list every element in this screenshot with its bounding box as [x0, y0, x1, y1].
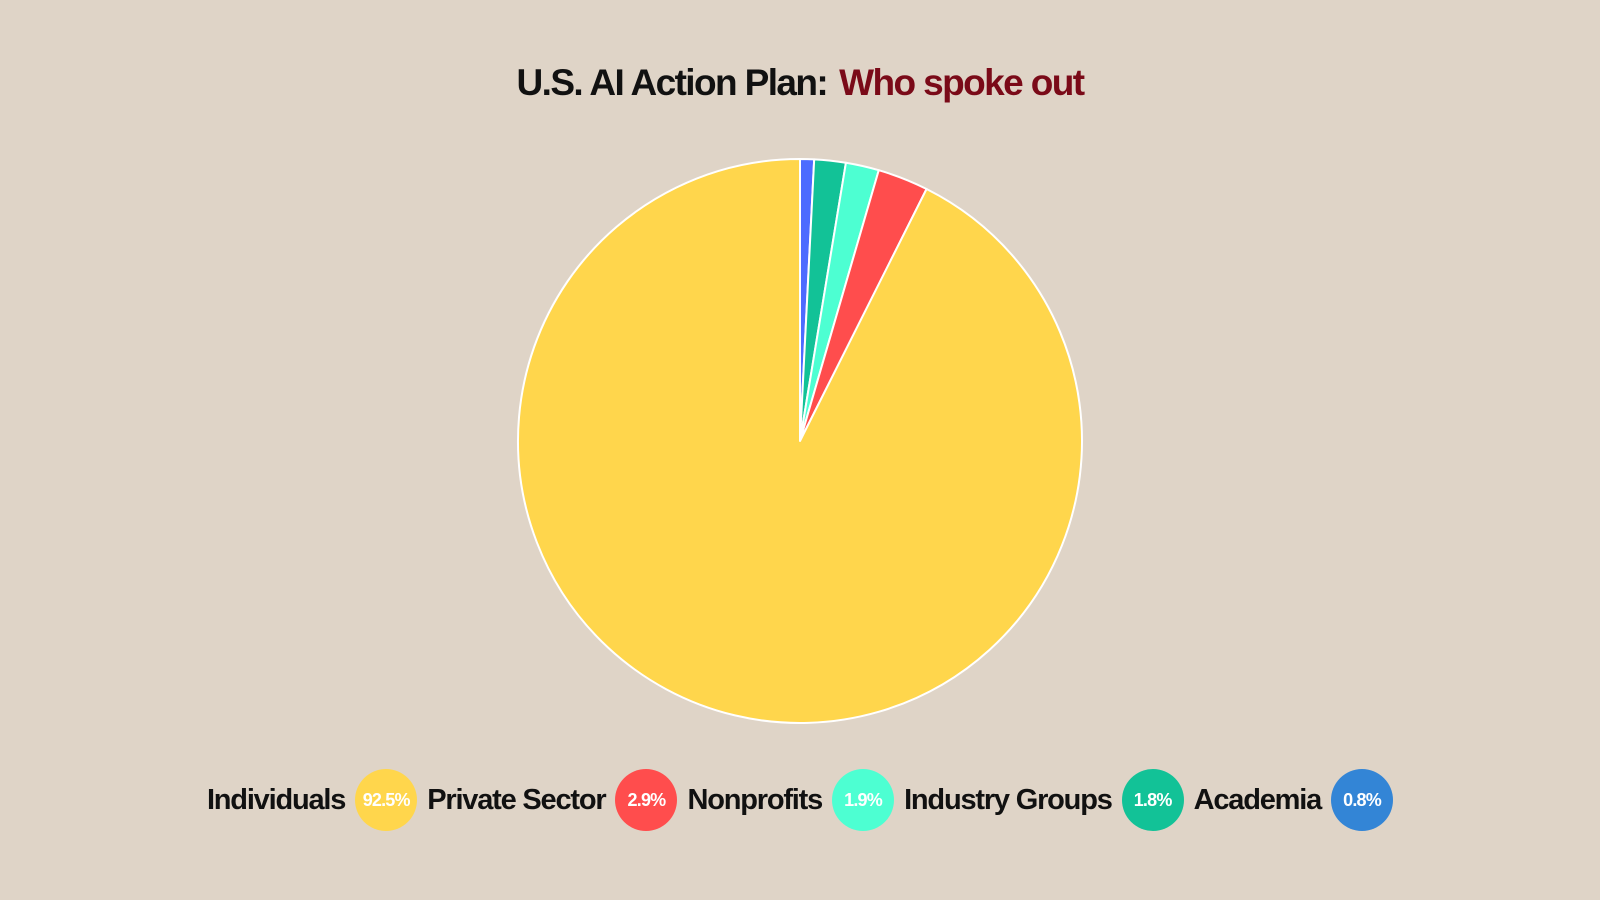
legend-label-academia: Academia: [1193, 783, 1323, 816]
legend: Individuals 92.5% Private Sector 2.9% Nonpro…: [0, 768, 1600, 832]
pie-slice-individuals: [517, 158, 1083, 724]
chart-title-main: U.S. AI Action Plan:: [516, 62, 829, 103]
legend-value-badge-industry-groups: 1.8%: [1121, 769, 1184, 831]
legend-value-badge-nonprofits: 1.9%: [832, 769, 895, 831]
legend-label-nonprofits: Nonprofits: [687, 783, 823, 816]
legend-value-badge-academia: 0.8%: [1331, 769, 1394, 831]
legend-item-nonprofits: Nonprofits 1.9%: [687, 769, 895, 831]
legend-item-industry-groups: Industry Groups 1.8%: [904, 769, 1184, 831]
legend-label-industry-groups: Industry Groups: [904, 783, 1113, 816]
legend-label-private-sector: Private Sector: [427, 783, 606, 816]
legend-value-badge-individuals: 92.5%: [355, 769, 418, 831]
pie-slices: [517, 158, 1083, 724]
legend-item-academia: Academia 0.8%: [1193, 769, 1394, 831]
legend-item-individuals: Individuals 92.5%: [206, 769, 418, 831]
chart-title: U.S. AI Action Plan: Who spoke out: [0, 62, 1600, 104]
legend-label-individuals: Individuals: [206, 783, 346, 816]
chart-subtitle: Who spoke out: [839, 62, 1085, 103]
legend-value-badge-private-sector: 2.9%: [615, 769, 678, 831]
legend-item-private-sector: Private Sector 2.9%: [427, 769, 678, 831]
